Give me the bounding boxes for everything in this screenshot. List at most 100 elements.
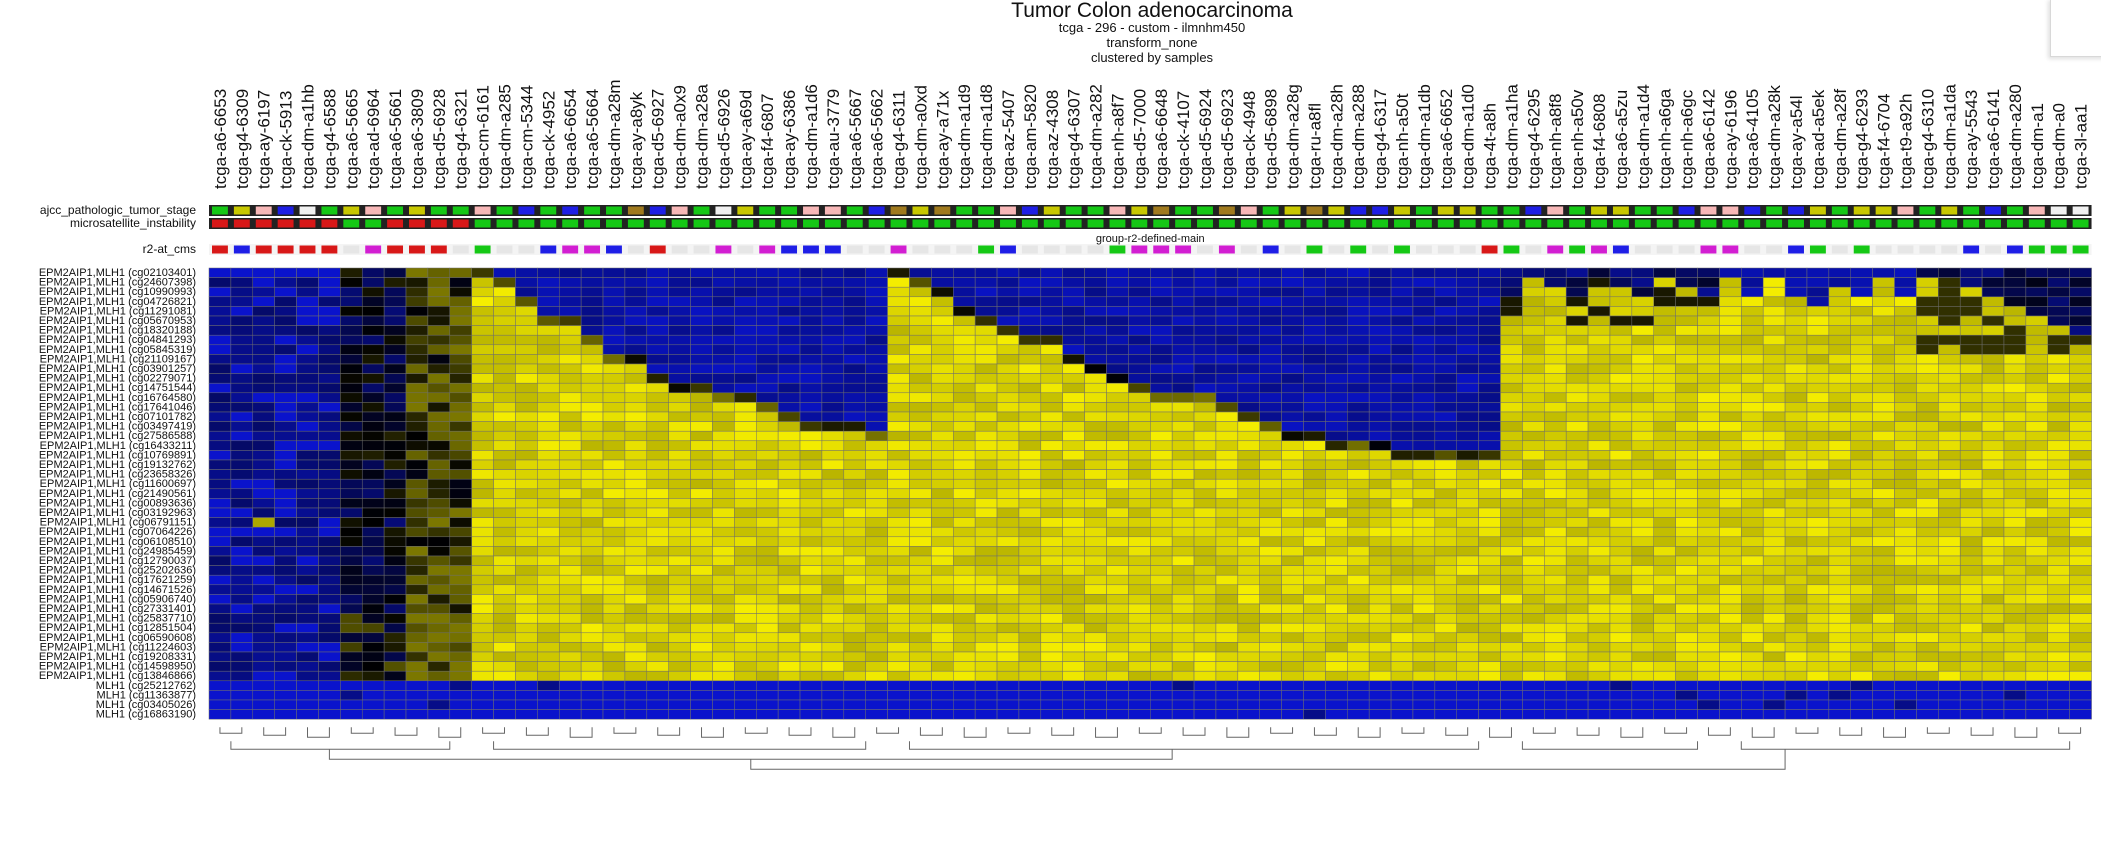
heatmap-cell (602, 594, 626, 605)
heatmap-cell (1872, 670, 1895, 682)
sample-label: tcga-dm-a1d4 (1634, 84, 1653, 189)
heatmap-cell (1434, 622, 1457, 634)
probe-label: EPM2AIP1,MLH1 (cg27586588) (39, 430, 196, 442)
heatmap-cell (340, 488, 363, 499)
heatmap-cell (1040, 517, 1063, 528)
heatmap-cell (646, 594, 669, 605)
heatmap-cell (1106, 363, 1129, 374)
heatmap-cell (1894, 267, 1917, 278)
heatmap-cell (1040, 603, 1063, 614)
heatmap-cell (1981, 344, 2005, 355)
heatmap-cell (340, 277, 363, 288)
heatmap-cell (756, 402, 779, 413)
heatmap-cell (1325, 334, 1348, 346)
heatmap-cell (1719, 603, 1742, 614)
sample-label: tcga-ad-6964 (364, 89, 383, 189)
heatmap-cell (1653, 411, 1676, 422)
heatmap-cell (2069, 565, 2092, 576)
heatmap-cell (1653, 651, 1676, 662)
heatmap-cell (777, 526, 801, 538)
heatmap-cell (580, 526, 604, 538)
heatmap-cell (974, 632, 998, 643)
heatmap-cell (1390, 642, 1414, 653)
heatmap-cell (1325, 277, 1348, 288)
heatmap-cell (1106, 344, 1129, 355)
heatmap-cell (383, 392, 407, 403)
heatmap-cell (1828, 286, 1851, 298)
heatmap-cell (1193, 651, 1217, 662)
heatmap-cell (383, 670, 407, 682)
heatmap-cell (909, 315, 932, 326)
heatmap-cell (2025, 488, 2049, 499)
heatmap-cell (1237, 517, 1260, 528)
heatmap-cell (208, 517, 232, 528)
heatmap-cell (252, 430, 275, 442)
heatmap-cell (624, 555, 648, 566)
heatmap-cell (1259, 450, 1282, 461)
sample-label: tcga-dm-a1d8 (977, 84, 996, 189)
heatmap-cell (493, 306, 516, 317)
heatmap-cell (931, 507, 954, 518)
heatmap-cell (296, 603, 319, 614)
heatmap-cell (558, 699, 582, 710)
heatmap-cell (1303, 642, 1326, 653)
heatmap-cell (580, 469, 604, 480)
heatmap-cell (1368, 334, 1392, 346)
heatmap-cell (734, 555, 757, 566)
track-cell (474, 245, 491, 254)
heatmap-cell (865, 526, 888, 538)
heatmap-cell (1478, 498, 1501, 509)
heatmap-cell (1828, 450, 1851, 461)
heatmap-cell (953, 392, 976, 403)
heatmap-cell (1587, 699, 1611, 710)
heatmap-cell (931, 603, 954, 614)
track-cell (2028, 206, 2045, 215)
heatmap-cell (1171, 440, 1195, 451)
heatmap-cell (777, 546, 801, 557)
track-cell (803, 206, 819, 215)
heatmap-cell (2069, 651, 2092, 662)
heatmap-cell (1981, 699, 2005, 710)
heatmap-cell (515, 382, 538, 394)
dendrogram-branch (1051, 727, 1075, 736)
heatmap-cell (1084, 459, 1107, 470)
heatmap-cell (252, 392, 275, 403)
heatmap-cell (1325, 478, 1348, 490)
heatmap-cell (405, 325, 429, 336)
heatmap-cell (1565, 709, 1589, 720)
heatmap-cell (712, 651, 735, 662)
heatmap-cell (2025, 690, 2049, 701)
heatmap-cell (931, 488, 954, 499)
heatmap-cell (843, 382, 866, 394)
heatmap-cell (1281, 334, 1304, 346)
heatmap-cell (449, 622, 472, 634)
track-cell (277, 206, 294, 215)
track-cell (233, 245, 250, 254)
heatmap-cell (843, 459, 866, 470)
heatmap-cell (383, 680, 407, 691)
heatmap-cell (1544, 344, 1567, 355)
heatmap-cell (318, 296, 341, 307)
heatmap-cell (208, 680, 232, 691)
heatmap-cell (1106, 651, 1129, 662)
heatmap-cell (1434, 488, 1457, 499)
heatmap-cell (2025, 536, 2049, 547)
heatmap-cell (1806, 411, 1830, 422)
heatmap-cell (1106, 661, 1129, 672)
heatmap-cell (383, 555, 407, 566)
heatmap-cell (668, 651, 691, 662)
heatmap-cell (471, 411, 494, 422)
heatmap-cell (1938, 325, 1961, 336)
heatmap-cell (602, 632, 626, 643)
track-cell (1021, 206, 1038, 215)
heatmap-cell (493, 267, 516, 278)
heatmap-cell (1675, 699, 1698, 710)
heatmap-cell (1675, 613, 1698, 624)
heatmap-cell (1938, 488, 1961, 499)
heatmap-cell (580, 642, 604, 653)
heatmap-cell (953, 670, 976, 682)
heatmap-cell (493, 325, 516, 336)
heatmap-cell (1215, 584, 1239, 595)
heatmap-cell (996, 670, 1020, 682)
heatmap-cell (2047, 526, 2070, 538)
